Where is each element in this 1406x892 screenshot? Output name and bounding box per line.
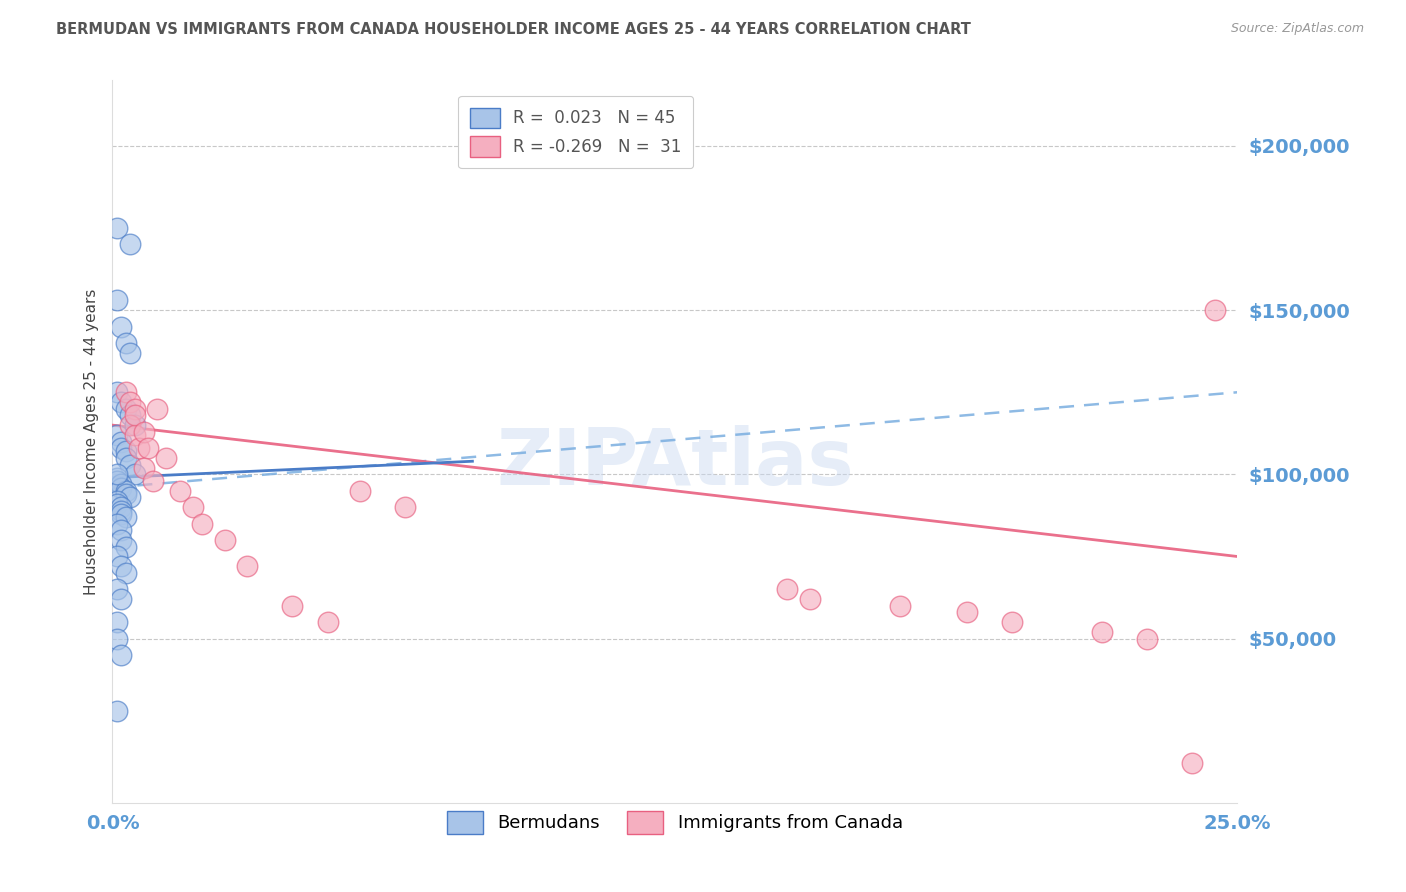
Point [110,434,132,449]
Point [799,592,821,607]
Point [120,409,142,423]
Point [1001,615,1024,630]
Point [110,648,132,662]
Point [115,336,138,351]
Point [115,483,138,498]
Point [183,500,205,515]
Point [105,516,128,531]
Point [115,444,138,458]
Point [110,395,132,409]
Point [120,418,142,433]
Point [956,605,979,619]
Point [105,493,128,508]
Point [1136,632,1159,646]
Point [124,409,146,423]
Point [105,467,128,482]
Point [110,441,132,455]
Point [110,592,132,607]
Point [115,566,138,580]
Point [155,450,177,465]
Point [110,503,132,517]
Point [110,481,132,495]
Point [110,523,132,537]
Point [281,599,304,613]
Point [115,540,138,554]
Y-axis label: Householder Income Ages 25 - 44 years: Householder Income Ages 25 - 44 years [83,288,98,595]
Point [349,483,371,498]
Point [105,293,128,308]
Point [191,516,214,531]
Point [146,401,169,416]
Point [394,500,416,515]
Point [1181,756,1204,771]
Point [115,510,138,524]
Point [120,458,142,472]
Point [128,441,150,455]
Point [120,395,142,409]
Point [236,559,259,574]
Point [124,401,146,416]
Point [214,533,236,547]
Point [105,549,128,564]
Point [105,221,128,235]
Point [105,385,128,400]
Text: Source: ZipAtlas.com: Source: ZipAtlas.com [1230,22,1364,36]
Point [110,559,132,574]
Point [124,428,146,442]
Point [105,615,128,630]
Point [138,441,160,455]
Point [889,599,911,613]
Point [105,582,128,597]
Text: ZIPAtlas: ZIPAtlas [496,425,853,501]
Point [142,474,165,488]
Point [120,346,142,360]
Point [105,632,128,646]
Point [105,471,128,485]
Point [110,533,132,547]
Point [132,460,155,475]
Point [115,385,138,400]
Point [169,483,191,498]
Point [110,477,132,491]
Point [105,474,128,488]
Point [1091,625,1114,640]
Point [124,467,146,482]
Point [115,401,138,416]
Point [124,418,146,433]
Point [110,507,132,521]
Point [120,491,142,505]
Point [105,704,128,718]
Point [1204,303,1226,318]
Legend: Bermudans, Immigrants from Canada: Bermudans, Immigrants from Canada [436,801,914,845]
Point [776,582,799,597]
Text: BERMUDAN VS IMMIGRANTS FROM CANADA HOUSEHOLDER INCOME AGES 25 - 44 YEARS CORRELA: BERMUDAN VS IMMIGRANTS FROM CANADA HOUSE… [56,22,972,37]
Point [105,497,128,511]
Point [318,615,340,630]
Point [110,319,132,334]
Point [132,425,155,439]
Point [110,500,132,515]
Point [120,237,142,252]
Point [115,487,138,501]
Point [115,450,138,465]
Point [105,428,128,442]
